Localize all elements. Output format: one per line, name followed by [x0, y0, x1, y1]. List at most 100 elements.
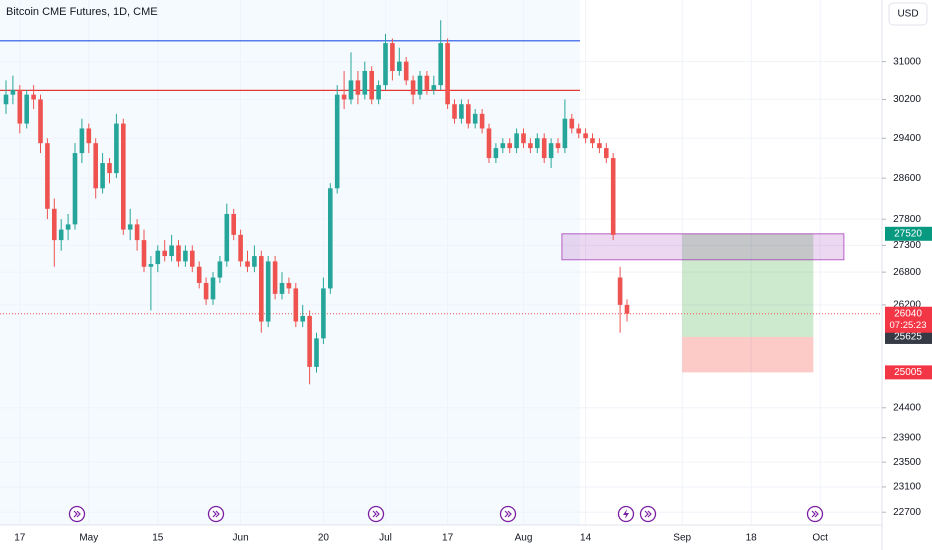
y-tick-label: 23100	[893, 482, 921, 493]
candle-body	[252, 256, 257, 267]
y-tick-label: 27300	[893, 240, 921, 251]
candle-body	[541, 138, 547, 159]
stop-box	[885, 365, 932, 380]
candle-body	[397, 61, 402, 71]
candle-body	[114, 123, 119, 174]
candle-body	[348, 80, 354, 100]
candle-body	[45, 143, 50, 209]
y-tick-label: 23500	[893, 457, 921, 468]
candle-body	[438, 43, 443, 86]
stop-label: 25005	[894, 367, 922, 378]
candle-body	[417, 75, 423, 95]
candle-body	[148, 264, 154, 267]
candle-body	[472, 113, 478, 124]
currency-label: USD	[897, 9, 918, 20]
y-tick-label: 24400	[893, 402, 921, 413]
event-arrow	[504, 510, 512, 518]
candle-body	[334, 94, 340, 189]
candle-body	[528, 143, 533, 149]
candle-body	[624, 304, 630, 314]
x-tick-label: 15	[152, 533, 164, 544]
candle-body	[265, 261, 271, 322]
y-tick-label: 26800	[893, 267, 921, 278]
candle-body	[231, 213, 236, 235]
x-tick-label: Jul	[379, 533, 392, 544]
zone	[561, 233, 845, 261]
candle-body	[183, 250, 188, 262]
y-tick-label: 29400	[893, 133, 921, 144]
candle-body	[238, 234, 243, 262]
y-tick-label: 30200	[893, 94, 921, 105]
event-arrow	[811, 510, 819, 518]
profit-zone	[682, 233, 814, 337]
loss-zone	[682, 336, 814, 373]
candle-body	[431, 85, 437, 90]
candle-body	[576, 128, 581, 134]
candle-body	[162, 250, 167, 257]
candle-body	[286, 282, 292, 289]
y-tick-label: 28600	[893, 173, 921, 184]
candle-body	[424, 75, 430, 90]
candle-body	[555, 143, 561, 149]
candle-body	[500, 143, 506, 149]
candle-body	[610, 158, 616, 235]
candle-body	[245, 261, 250, 267]
session-highlight	[0, 0, 580, 525]
candle-body	[390, 43, 395, 71]
target-box	[885, 226, 932, 241]
x-tick-label: May	[79, 533, 98, 544]
candle-body	[3, 94, 9, 105]
candle-body	[176, 245, 181, 262]
candle-body	[617, 277, 623, 305]
candle-body	[79, 128, 85, 154]
candle-body	[141, 240, 147, 267]
countdown: 07:25:23	[890, 320, 927, 331]
candle-body	[52, 208, 57, 241]
candle-body	[24, 94, 29, 124]
event-arrow	[73, 510, 81, 518]
candle-body	[93, 143, 98, 189]
candle-body	[466, 104, 471, 124]
candle-body	[107, 163, 112, 174]
candle-body	[86, 128, 92, 144]
candle-body	[259, 256, 264, 322]
events	[68, 505, 824, 523]
candle-body	[58, 229, 64, 241]
candle-body	[293, 288, 299, 322]
candle-body	[72, 153, 78, 225]
candle-body	[65, 224, 71, 230]
x-tick-label: 14	[580, 533, 592, 544]
candle-body	[514, 133, 519, 149]
target-label: 27520	[894, 228, 922, 239]
last-price-box	[885, 306, 932, 333]
candle-body	[169, 245, 174, 257]
x-tick-label: 18	[746, 533, 758, 544]
candle-body	[369, 70, 374, 100]
currency-button[interactable]	[888, 2, 928, 26]
candle-body	[127, 224, 133, 230]
candle-body	[597, 143, 602, 149]
candle-body	[493, 148, 499, 159]
candle-body	[134, 224, 140, 241]
candle-body	[548, 143, 554, 159]
candle-body	[210, 277, 216, 300]
candle-body	[10, 89, 16, 95]
x-tick-label: Oct	[812, 533, 828, 544]
candle-body	[307, 315, 312, 367]
y-tick-label: 26200	[893, 300, 921, 311]
candle-body	[479, 113, 485, 129]
candle-body	[328, 188, 333, 289]
candle-body	[100, 163, 105, 189]
x-tick-label: 17	[442, 533, 454, 544]
candle-body	[569, 118, 575, 129]
grid	[0, 0, 882, 525]
candle-body	[121, 123, 126, 230]
event-lightning	[623, 509, 629, 519]
candle-body	[376, 85, 381, 100]
candle-body	[486, 128, 492, 159]
drawings	[0, 40, 882, 373]
candle-body	[155, 250, 161, 265]
candle-body	[383, 43, 388, 86]
candle-body	[31, 94, 36, 100]
